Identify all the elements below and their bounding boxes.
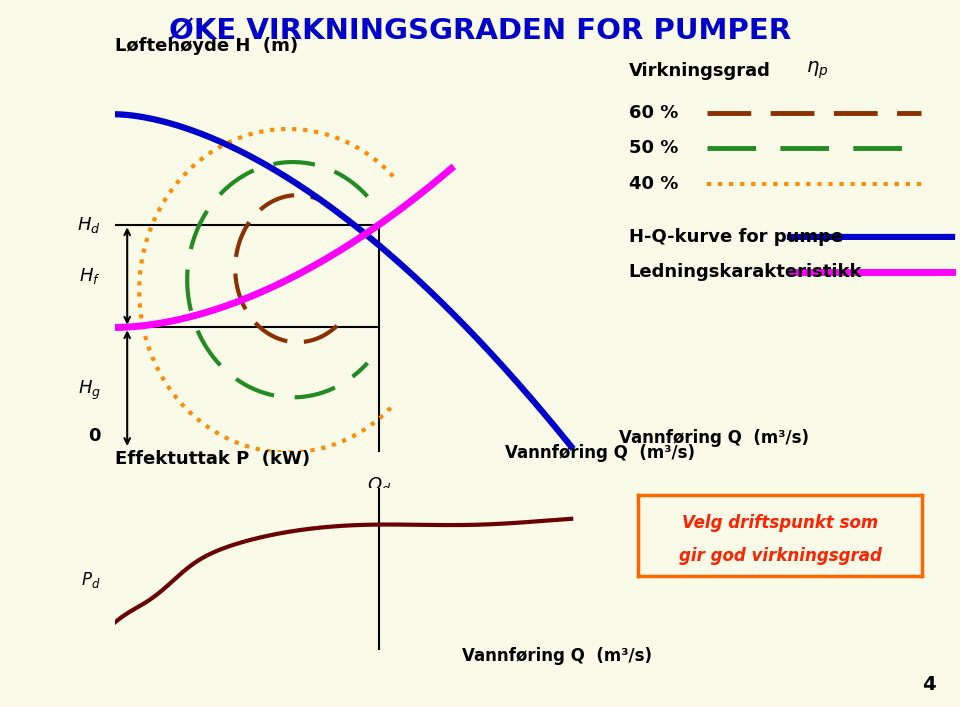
Text: 0: 0 bbox=[88, 427, 101, 445]
Text: Effektuttak P  (kW): Effektuttak P (kW) bbox=[115, 450, 310, 468]
Text: $H_f$: $H_f$ bbox=[80, 266, 101, 286]
Text: Vannføring Q  (m³/s): Vannføring Q (m³/s) bbox=[462, 647, 652, 665]
Text: Ledningskarakteristikk: Ledningskarakteristikk bbox=[629, 263, 862, 281]
Text: $Q_d$: $Q_d$ bbox=[367, 474, 392, 494]
Text: ØKE VIRKNINGSGRADEN FOR PUMPER: ØKE VIRKNINGSGRADEN FOR PUMPER bbox=[169, 18, 791, 46]
Text: H-Q-kurve for pumpe: H-Q-kurve for pumpe bbox=[629, 228, 843, 246]
Text: Vannføring Q  (m³/s): Vannføring Q (m³/s) bbox=[505, 444, 695, 462]
Text: $H_g$: $H_g$ bbox=[78, 378, 101, 402]
Text: 50 %: 50 % bbox=[629, 139, 678, 158]
Text: $\eta_p$: $\eta_p$ bbox=[806, 60, 828, 81]
Text: 40 %: 40 % bbox=[629, 175, 678, 193]
Text: Velg driftspunkt som: Velg driftspunkt som bbox=[682, 515, 878, 532]
Text: gir god virkningsgrad: gir god virkningsgrad bbox=[679, 547, 881, 565]
Text: 4: 4 bbox=[923, 675, 936, 694]
Text: Vannføring Q  (m³/s): Vannføring Q (m³/s) bbox=[619, 429, 809, 448]
Text: 60 %: 60 % bbox=[629, 104, 678, 122]
Text: $P_d$: $P_d$ bbox=[82, 571, 101, 590]
Text: Virkningsgrad: Virkningsgrad bbox=[629, 62, 771, 80]
Text: Løftehøyde H  (m): Løftehøyde H (m) bbox=[115, 37, 299, 55]
Text: $H_d$: $H_d$ bbox=[77, 214, 101, 235]
